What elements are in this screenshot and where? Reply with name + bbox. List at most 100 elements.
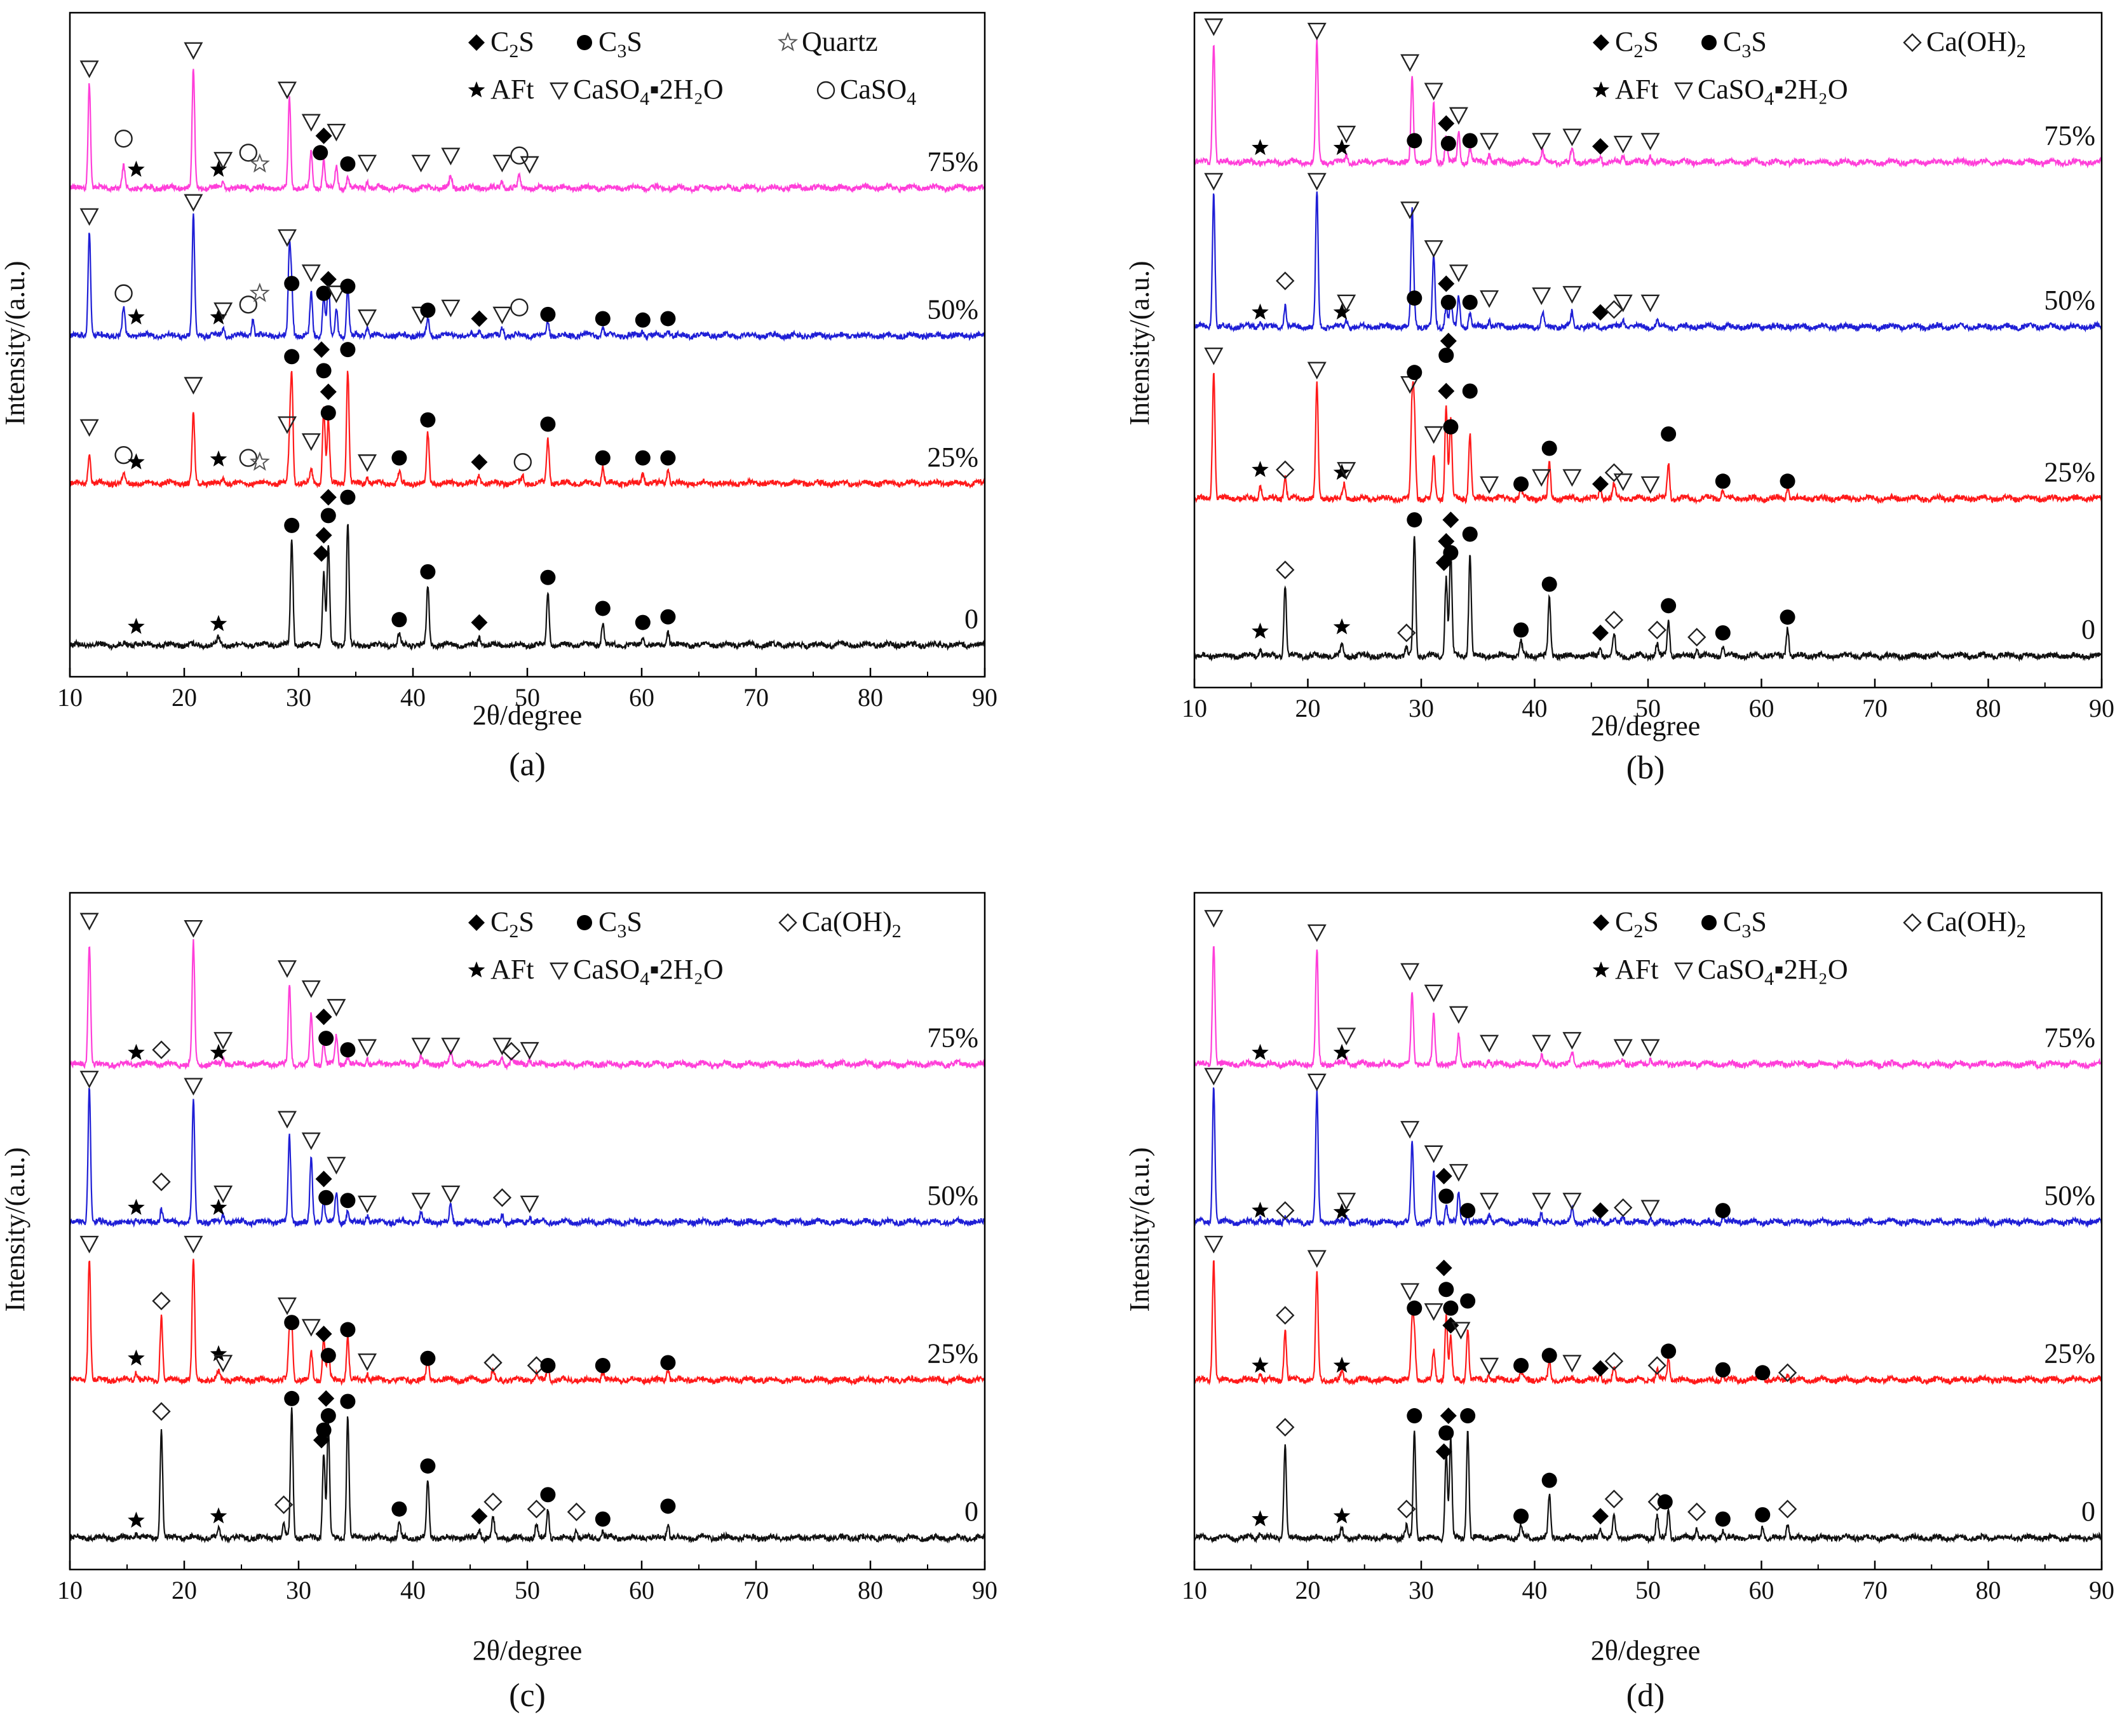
peak-marker-aft bbox=[210, 1198, 227, 1215]
legend-icon-aft bbox=[468, 961, 485, 978]
peak-marker-quartz bbox=[249, 451, 270, 471]
peak-marker-caso4 bbox=[239, 295, 257, 314]
peak-marker-aft bbox=[1252, 622, 1269, 639]
peak-marker-ch bbox=[1604, 463, 1624, 482]
series-label-75%: 75% bbox=[2044, 1022, 2095, 1054]
legend: C2S C3S Ca(OH)2 AFt CaSO4▪2H₂O bbox=[1592, 26, 2026, 109]
peak-marker-c2s bbox=[1592, 1508, 1609, 1525]
series-line-50% bbox=[1193, 191, 2103, 334]
peak-marker-aft bbox=[210, 160, 227, 177]
peak-marker-c3s bbox=[1513, 476, 1529, 492]
peak-marker-c3s bbox=[340, 1322, 356, 1338]
peak-marker-ch bbox=[1687, 1502, 1706, 1522]
legend-icon-c2s bbox=[468, 914, 485, 931]
peak-marker-gypsum bbox=[1337, 462, 1356, 480]
peak-marker-c3s bbox=[635, 614, 651, 630]
peak-marker-c3s bbox=[1541, 1472, 1557, 1488]
peak-marker-gypsum bbox=[1424, 83, 1443, 101]
peak-marker-gypsum bbox=[1400, 1283, 1420, 1301]
peak-marker-gypsum bbox=[79, 1235, 99, 1254]
legend: C2S C3S Quartz AFt CaSO4▪2H₂O CaSO4 bbox=[468, 26, 916, 109]
peak-marker-gypsum bbox=[1640, 133, 1660, 151]
peak-marker-gypsum bbox=[1204, 910, 1224, 928]
x-axis-label: 2θ/degree bbox=[1591, 1635, 1701, 1666]
peak-marker-c2s bbox=[1435, 1259, 1452, 1277]
peak-marker-c3s bbox=[420, 1350, 436, 1366]
peak-marker-gypsum bbox=[1613, 1039, 1633, 1057]
peak-marker-aft bbox=[210, 1345, 227, 1362]
x-tick-label: 30 bbox=[286, 1576, 311, 1604]
peak-marker-gypsum bbox=[277, 1297, 297, 1315]
x-tick-label: 60 bbox=[1749, 694, 1774, 722]
legend-label-c2s: C2S bbox=[490, 906, 534, 942]
peak-marker-c3s bbox=[1443, 545, 1459, 560]
chart-panel-b: 0 25% 50% 75% 10 20 30 40 50 60 70 80 90 2θ/degree Int… bbox=[1124, 11, 2114, 786]
peak-marker-c2s bbox=[320, 271, 337, 288]
peak-marker-aft bbox=[128, 160, 145, 177]
peak-marker-c3s bbox=[316, 1422, 332, 1438]
peak-marker-aft bbox=[1252, 461, 1269, 477]
peak-marker-c3s bbox=[284, 349, 300, 365]
peak-marker-c3s bbox=[660, 1355, 676, 1371]
legend-icon-ch bbox=[1903, 913, 1922, 932]
peak-marker-c3s bbox=[320, 1408, 336, 1424]
peak-marker-aft bbox=[128, 1043, 145, 1060]
peak-marker-gypsum bbox=[1204, 1235, 1224, 1254]
peak-marker-gypsum bbox=[492, 154, 512, 173]
peak-marker-c3s bbox=[284, 1390, 300, 1406]
peak-marker-c3s bbox=[1407, 1408, 1423, 1424]
peak-marker-quartz bbox=[249, 282, 270, 302]
peak-marker-gypsum bbox=[520, 1041, 539, 1060]
peak-marker-c2s bbox=[1435, 1167, 1452, 1184]
peak-marker-c3s bbox=[660, 609, 676, 625]
peak-marker-c3s bbox=[1438, 1425, 1454, 1441]
series-label-50%: 50% bbox=[2044, 285, 2095, 316]
peak-marker-gypsum bbox=[1451, 1322, 1471, 1340]
peak-marker-gypsum bbox=[327, 285, 346, 304]
peak-marker-gypsum bbox=[277, 229, 297, 247]
legend-label-ch: Ca(OH)2 bbox=[1926, 906, 2026, 942]
peak-marker-ch bbox=[1604, 1489, 1624, 1509]
legend-label-ch: Ca(OH)2 bbox=[1926, 26, 2026, 62]
peak-marker-ch bbox=[1647, 620, 1666, 640]
peak-marker-ch bbox=[1276, 271, 1295, 290]
legend-icon-c3s bbox=[577, 35, 592, 50]
peak-marker-c3s bbox=[320, 508, 336, 524]
series-line-75% bbox=[1193, 39, 2103, 169]
peak-marker-gypsum bbox=[1400, 963, 1420, 981]
peak-marker-c3s bbox=[1715, 1511, 1731, 1527]
peak-marker-gypsum bbox=[1307, 22, 1327, 41]
x-tick-label: 40 bbox=[400, 683, 426, 712]
peak-marker-ch bbox=[1647, 1356, 1666, 1375]
peak-marker-c3s bbox=[660, 311, 676, 327]
peak-marker-gypsum bbox=[1640, 1039, 1660, 1057]
legend-label-aft: AFt bbox=[1615, 74, 1658, 105]
peak-marker-gypsum bbox=[79, 419, 99, 437]
peak-marker-c3s bbox=[1407, 290, 1423, 306]
peak-marker-aft bbox=[210, 450, 227, 467]
peak-marker-c3s bbox=[340, 156, 356, 172]
peak-marker-aft bbox=[210, 308, 227, 325]
series-label-0: 0 bbox=[964, 603, 978, 634]
series-line-0 bbox=[1194, 536, 2102, 663]
legend-label-aft: AFt bbox=[490, 74, 534, 105]
series-label-25%: 25% bbox=[927, 442, 978, 473]
panel-label: (d) bbox=[1626, 1678, 1665, 1714]
peak-marker-c3s bbox=[1407, 365, 1423, 381]
peak-marker-aft bbox=[1333, 1507, 1351, 1524]
x-tick-label: 50 bbox=[1635, 1576, 1661, 1604]
legend-label-gypsum: CaSO4▪2H₂O bbox=[573, 74, 724, 109]
legend-label-aft: AFt bbox=[490, 954, 534, 985]
peak-marker-gypsum bbox=[277, 1111, 297, 1129]
peak-marker-ch bbox=[1604, 611, 1624, 630]
peak-marker-c3s bbox=[1462, 294, 1478, 310]
peak-marker-c3s bbox=[1462, 526, 1478, 542]
peak-marker-c3s bbox=[320, 405, 336, 421]
peak-marker-c3s bbox=[1715, 473, 1731, 489]
peak-marker-gypsum bbox=[301, 433, 321, 451]
peak-marker-gypsum bbox=[441, 1038, 461, 1055]
peak-marker-c3s bbox=[1661, 426, 1677, 442]
peak-marker-c2s bbox=[1438, 383, 1455, 400]
chart-panel-d: 0 25% 50% 75% 10 20 30 40 50 60 70 80 90 2θ/degree Int… bbox=[1124, 892, 2114, 1714]
peak-marker-c3s bbox=[1661, 598, 1677, 614]
